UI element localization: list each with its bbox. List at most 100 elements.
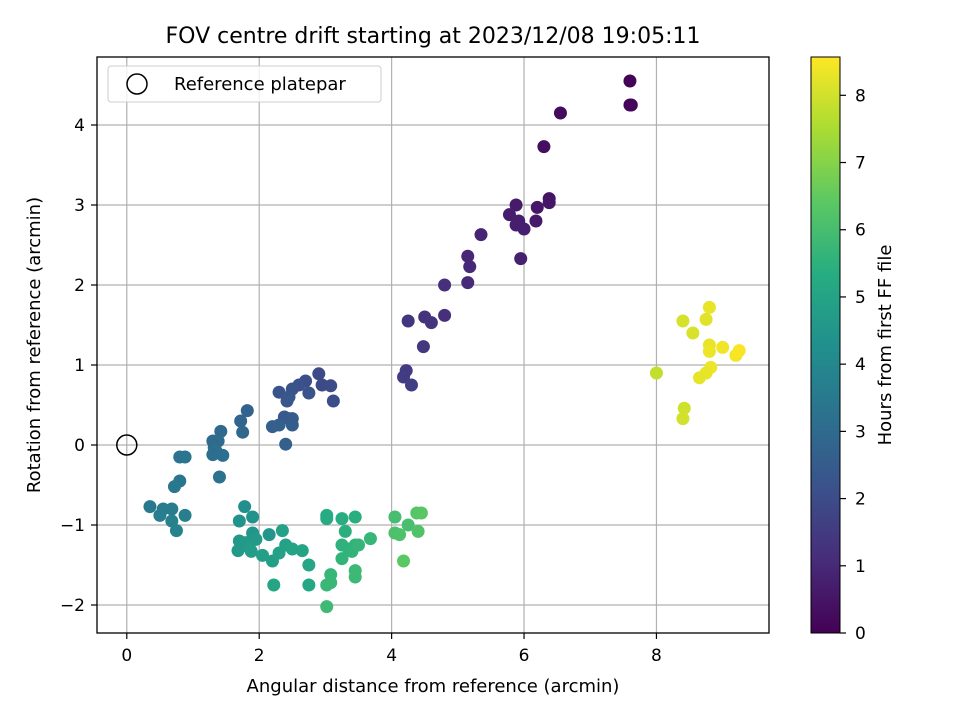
data-point bbox=[416, 340, 430, 354]
plot-frame bbox=[96, 56, 770, 634]
colorbar-tick-label: 5 bbox=[855, 288, 866, 308]
legend-box bbox=[107, 65, 382, 103]
data-point bbox=[348, 510, 362, 524]
data-point bbox=[530, 200, 544, 214]
data-point bbox=[320, 600, 334, 614]
data-point bbox=[265, 420, 279, 434]
data-point bbox=[388, 510, 402, 524]
x-axis-label: Angular distance from reference (arcmin) bbox=[247, 676, 620, 697]
colorbar-tick-label: 8 bbox=[855, 86, 866, 106]
y-tick-label: 2 bbox=[74, 276, 85, 296]
data-point bbox=[529, 214, 543, 228]
data-point bbox=[302, 558, 316, 572]
data-point bbox=[414, 506, 428, 520]
data-point bbox=[517, 222, 531, 236]
data-points bbox=[143, 74, 746, 614]
colorbar-label: Hours from first FF file bbox=[875, 245, 896, 446]
colorbar-tick-label: 6 bbox=[855, 221, 866, 241]
data-point bbox=[401, 314, 415, 328]
data-point bbox=[677, 401, 691, 415]
data-point bbox=[231, 544, 245, 558]
colorbar: 0 1 2 3 4 5 6 7 8 Hours from first FF file bbox=[810, 56, 896, 644]
data-point bbox=[272, 385, 286, 399]
data-point bbox=[302, 386, 316, 400]
data-point bbox=[702, 300, 716, 314]
colorbar-ticks: 0 1 2 3 4 5 6 7 8 bbox=[840, 86, 866, 644]
data-point bbox=[285, 542, 299, 556]
colorbar-tick-label: 1 bbox=[855, 557, 866, 577]
data-point bbox=[312, 367, 326, 381]
y-tick-label: −2 bbox=[60, 596, 85, 616]
legend-label-reference-platepar: Reference platepar bbox=[174, 74, 346, 95]
data-point bbox=[302, 578, 316, 592]
data-point bbox=[212, 470, 226, 484]
x-tick-label: 2 bbox=[254, 646, 265, 666]
data-point bbox=[438, 278, 452, 292]
data-point bbox=[167, 480, 181, 494]
data-point bbox=[256, 548, 270, 562]
colorbar-tick-label: 4 bbox=[855, 355, 866, 375]
colorbar-tick-label: 0 bbox=[855, 624, 866, 644]
data-point bbox=[542, 196, 556, 210]
data-point bbox=[280, 394, 294, 408]
x-axis-ticks: 0 2 4 6 8 bbox=[121, 633, 662, 666]
data-point bbox=[352, 538, 366, 552]
data-point bbox=[363, 532, 377, 546]
colorbar-tick-label: 7 bbox=[855, 154, 866, 174]
data-point bbox=[244, 544, 258, 558]
data-point bbox=[236, 425, 250, 439]
data-point bbox=[285, 418, 299, 432]
y-axis-ticks: −2 −1 0 1 2 3 4 bbox=[60, 116, 97, 616]
data-point bbox=[338, 524, 352, 538]
colorbar-gradient bbox=[810, 56, 841, 634]
data-point bbox=[320, 512, 334, 526]
data-point bbox=[279, 437, 293, 451]
data-point bbox=[275, 524, 289, 538]
data-point bbox=[676, 412, 690, 426]
data-point bbox=[461, 276, 475, 290]
data-point bbox=[461, 249, 475, 263]
data-point bbox=[699, 312, 713, 326]
data-point bbox=[262, 528, 276, 542]
data-point bbox=[234, 414, 248, 428]
data-point bbox=[320, 578, 334, 592]
reference-platepar-marker bbox=[116, 434, 138, 456]
data-point bbox=[401, 518, 415, 532]
colorbar-tick-label: 2 bbox=[855, 490, 866, 510]
data-point bbox=[411, 524, 425, 538]
data-point bbox=[397, 554, 411, 568]
data-point bbox=[238, 500, 252, 514]
data-point bbox=[463, 260, 477, 274]
grid-lines bbox=[97, 57, 769, 633]
legend-marker-open-circle bbox=[126, 73, 148, 95]
data-point bbox=[716, 340, 730, 354]
data-point bbox=[474, 228, 488, 242]
data-point bbox=[393, 528, 407, 542]
x-tick-label: 6 bbox=[519, 646, 530, 666]
data-point bbox=[537, 140, 551, 154]
data-point bbox=[165, 502, 179, 516]
colorbar-tick-label: 3 bbox=[855, 422, 866, 442]
data-point bbox=[514, 252, 528, 266]
data-point bbox=[623, 74, 637, 88]
data-point bbox=[692, 371, 706, 385]
data-point bbox=[404, 378, 418, 392]
reference-marker bbox=[116, 434, 138, 456]
data-point bbox=[676, 314, 690, 328]
data-point bbox=[702, 344, 716, 358]
x-tick-label: 4 bbox=[386, 646, 397, 666]
data-point bbox=[240, 404, 254, 418]
chart-title: FOV centre drift starting at 2023/12/08 … bbox=[166, 24, 701, 49]
data-point bbox=[424, 316, 438, 330]
data-point bbox=[649, 366, 663, 380]
data-point bbox=[169, 524, 183, 538]
data-point bbox=[348, 570, 362, 584]
data-point bbox=[324, 379, 338, 393]
y-tick-label: −1 bbox=[60, 516, 85, 536]
data-point bbox=[397, 370, 411, 384]
y-tick-label: 1 bbox=[74, 356, 85, 376]
data-point bbox=[153, 508, 167, 522]
data-point bbox=[686, 326, 700, 340]
y-tick-label: 4 bbox=[74, 116, 85, 136]
